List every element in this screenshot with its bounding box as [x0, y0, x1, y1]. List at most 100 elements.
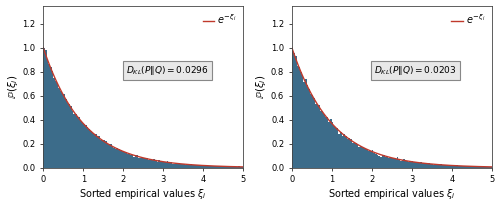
Bar — [96, 136, 98, 168]
Bar — [88, 129, 90, 168]
Bar — [292, 50, 294, 168]
Bar — [320, 111, 322, 168]
Bar — [394, 158, 395, 168]
Bar — [166, 161, 168, 168]
Bar — [337, 129, 338, 168]
$e^{-\xi_i}$ — [240, 166, 246, 168]
Bar — [90, 131, 92, 168]
Bar — [474, 167, 475, 168]
Bar — [350, 139, 352, 168]
Bar — [354, 143, 355, 168]
Bar — [48, 64, 50, 168]
Bar — [180, 164, 182, 168]
Bar — [163, 162, 165, 168]
Bar — [152, 160, 153, 168]
Bar — [108, 144, 110, 168]
Bar — [402, 160, 404, 168]
Bar — [85, 125, 86, 168]
Bar — [170, 162, 172, 168]
Bar — [188, 164, 190, 168]
$e^{-\xi_i}$ — [445, 164, 451, 167]
Bar — [58, 88, 60, 168]
Bar — [298, 67, 300, 168]
$e^{-\xi_i}$ — [200, 164, 206, 167]
Bar — [434, 164, 435, 168]
Bar — [56, 83, 58, 168]
Bar — [357, 144, 358, 168]
Bar — [183, 164, 185, 168]
$e^{-\xi_i}$ — [196, 164, 202, 167]
Bar — [458, 166, 460, 168]
Bar — [135, 155, 136, 168]
Bar — [198, 165, 200, 168]
Bar — [345, 136, 347, 168]
Bar — [223, 166, 225, 168]
Bar — [45, 50, 46, 168]
Bar — [65, 98, 66, 168]
Bar — [440, 164, 442, 168]
Bar — [200, 165, 202, 168]
$e^{-\xi_i}$ — [426, 163, 432, 165]
Bar — [450, 166, 452, 168]
Bar — [424, 163, 425, 168]
Bar — [484, 167, 485, 168]
Bar — [457, 165, 458, 168]
Bar — [92, 133, 93, 168]
Bar — [490, 167, 492, 168]
Bar — [330, 119, 332, 168]
Bar — [130, 155, 132, 168]
Bar — [232, 167, 233, 168]
Bar — [318, 105, 320, 168]
Bar — [186, 165, 188, 168]
Bar — [300, 72, 302, 168]
Bar — [122, 151, 123, 168]
Bar — [325, 117, 327, 168]
Bar — [405, 161, 407, 168]
Bar — [235, 167, 236, 168]
Bar — [118, 149, 120, 168]
Bar — [485, 167, 487, 168]
Bar — [380, 157, 382, 168]
Bar — [447, 165, 448, 168]
Bar — [464, 166, 465, 168]
Bar — [322, 111, 324, 168]
Bar — [377, 155, 378, 168]
Bar — [153, 159, 155, 168]
Bar — [52, 71, 53, 168]
Bar — [168, 162, 170, 168]
Bar — [95, 134, 96, 168]
Bar — [196, 165, 198, 168]
Bar — [390, 158, 392, 168]
Bar — [340, 132, 342, 168]
Bar — [53, 78, 55, 168]
Bar — [360, 146, 362, 168]
Bar — [215, 166, 216, 168]
Bar — [488, 167, 490, 168]
Bar — [462, 166, 464, 168]
Bar — [338, 134, 340, 168]
Bar — [477, 166, 478, 168]
Bar — [133, 157, 135, 168]
Bar — [465, 166, 467, 168]
Bar — [352, 143, 354, 168]
Bar — [216, 166, 218, 168]
Bar — [332, 122, 334, 168]
Bar — [93, 134, 95, 168]
Bar — [192, 165, 193, 168]
Bar — [348, 138, 350, 168]
Bar — [142, 158, 143, 168]
Bar — [387, 157, 388, 168]
Bar — [145, 158, 146, 168]
Legend: $e^{-\xi_i}$: $e^{-\xi_i}$ — [198, 8, 240, 30]
Legend: $e^{-\xi_i}$: $e^{-\xi_i}$ — [447, 8, 489, 30]
Bar — [218, 166, 220, 168]
Bar — [412, 161, 414, 168]
Bar — [185, 164, 186, 168]
$e^{-\xi_i}$ — [178, 163, 184, 165]
Bar — [138, 158, 140, 168]
X-axis label: Sorted empirical values $\xi_i$: Sorted empirical values $\xi_i$ — [80, 187, 207, 201]
Bar — [100, 140, 102, 168]
Bar — [435, 164, 437, 168]
Bar — [438, 165, 440, 168]
Bar — [110, 144, 112, 168]
